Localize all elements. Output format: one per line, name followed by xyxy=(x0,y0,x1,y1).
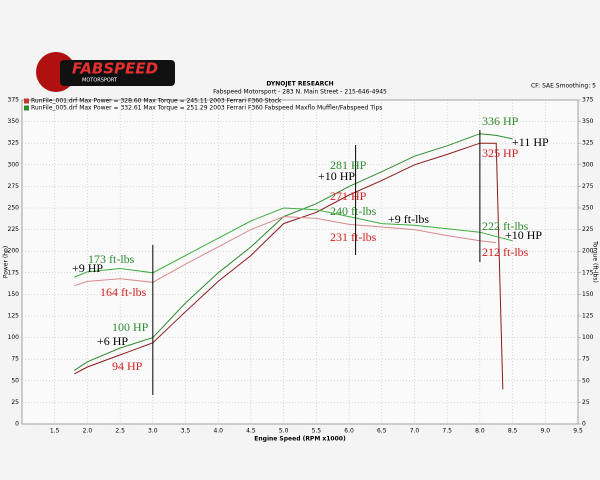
y2-axis-label: Torque (ft-lbs) xyxy=(592,240,599,283)
annotation: 231 ft-lbs xyxy=(330,230,377,244)
y-tick-label: 100 xyxy=(8,334,20,341)
annotation: 336 HP xyxy=(482,114,519,128)
y2-tick-label: 350 xyxy=(582,118,594,125)
header-title: DYNOJET RESEARCH xyxy=(266,81,333,88)
x-tick-label: 8.0 xyxy=(475,428,485,435)
x-tick-label: 7.5 xyxy=(442,428,452,435)
annotation: 94 HP xyxy=(112,359,143,373)
x-tick-label: 2.5 xyxy=(115,428,125,435)
logo-sub: MOTORSPORT xyxy=(82,78,118,84)
legend-swatch xyxy=(24,98,29,104)
annotation: 173 ft-lbs xyxy=(88,252,135,266)
x-tick-label: 9.0 xyxy=(541,428,551,435)
y-tick-label: 25 xyxy=(11,399,19,406)
annotation: 271 HP xyxy=(330,189,367,203)
y-tick-label: 50 xyxy=(11,377,19,384)
annotation: 240 ft-lbs xyxy=(330,204,377,218)
series-line xyxy=(74,207,513,278)
logo-band xyxy=(60,60,175,86)
y2-tick-label: 225 xyxy=(582,226,594,233)
y2-tick-label: 300 xyxy=(582,161,594,168)
x-tick-label: 7.0 xyxy=(410,428,420,435)
x-tick-label: 5.0 xyxy=(279,428,289,435)
plot-area xyxy=(21,99,579,425)
annotation: +6 HP xyxy=(97,334,128,348)
y2-tick-label: 275 xyxy=(582,183,594,190)
x-tick-label: 1.5 xyxy=(50,428,60,435)
x-tick-label: 2.0 xyxy=(83,428,93,435)
annotation: 325 HP xyxy=(482,146,519,160)
y-tick-label: 0 xyxy=(15,421,19,428)
y2-tick-label: 75 xyxy=(582,356,590,363)
y2-tick-label: 150 xyxy=(582,291,594,298)
y2-tick-label: 50 xyxy=(582,377,590,384)
y-tick-label: 350 xyxy=(8,118,20,125)
logo-text: FABSPEED xyxy=(72,60,158,78)
y-tick-label: 250 xyxy=(8,205,20,212)
annotation: 164 ft-lbs xyxy=(100,285,147,299)
x-tick-label: 8.5 xyxy=(508,428,518,435)
y2-tick-label: 375 xyxy=(582,97,594,104)
annotation: +9 HP xyxy=(72,261,103,275)
y2-tick-label: 325 xyxy=(582,140,594,147)
x-tick-label: 4.5 xyxy=(246,428,256,435)
header-subtitle: Fabspeed Motorsport - 283 N. Main Street… xyxy=(213,89,387,96)
x-tick-label: 5.5 xyxy=(312,428,322,435)
annotation: +11 HP xyxy=(512,135,549,149)
y-tick-label: 325 xyxy=(8,140,20,147)
annotation: 212 ft-lbs xyxy=(482,245,529,259)
y-tick-label: 125 xyxy=(8,313,20,320)
y-tick-label: 200 xyxy=(8,248,20,255)
x-tick-label: 3.0 xyxy=(148,428,158,435)
series-line xyxy=(74,133,513,371)
x-axis-label: Engine Speed (RPM x1000) xyxy=(254,436,346,443)
y2-tick-label: 250 xyxy=(582,205,594,212)
x-tick-label: 6.0 xyxy=(344,428,354,435)
y-tick-label: 300 xyxy=(8,161,20,168)
annotation: 100 HP xyxy=(112,320,149,334)
y-tick-label: 175 xyxy=(8,269,20,276)
x-tick-label: 9.5 xyxy=(573,428,583,435)
header-settings: CF: SAE Smoothing: 5 xyxy=(531,83,596,90)
annotation: +10 HP xyxy=(318,169,355,183)
legend-entry: RunFile_001.drf Max Power = 328.60 Max T… xyxy=(31,98,282,105)
y-tick-label: 150 xyxy=(8,291,20,298)
legend-entry: RunFile_005.drf Max Power = 332.61 Max T… xyxy=(31,105,382,112)
y2-tick-label: 200 xyxy=(582,248,594,255)
legend-swatch xyxy=(24,105,29,111)
x-tick-label: 6.5 xyxy=(377,428,387,435)
annotation: 281 HP xyxy=(330,158,367,172)
y2-tick-label: 25 xyxy=(582,399,590,406)
x-tick-label: 3.5 xyxy=(181,428,191,435)
annotation: 222 ft-lbs xyxy=(482,219,529,233)
y2-tick-label: 125 xyxy=(582,313,594,320)
y-tick-label: 225 xyxy=(8,226,20,233)
y-axis-label: Power (hp) xyxy=(3,246,10,278)
y2-tick-label: 175 xyxy=(582,269,594,276)
y2-tick-label: 0 xyxy=(582,421,586,428)
logo: FABSPEED MOTORSPORT xyxy=(36,52,175,92)
y-tick-label: 375 xyxy=(8,97,20,104)
y-tick-label: 275 xyxy=(8,183,20,190)
annotation: +9 ft-lbs xyxy=(388,212,429,226)
annotation: +10 HP xyxy=(505,228,542,242)
series-line xyxy=(74,216,497,287)
y2-tick-label: 100 xyxy=(582,334,594,341)
x-tick-label: 4.0 xyxy=(213,428,223,435)
y-tick-label: 75 xyxy=(11,356,19,363)
